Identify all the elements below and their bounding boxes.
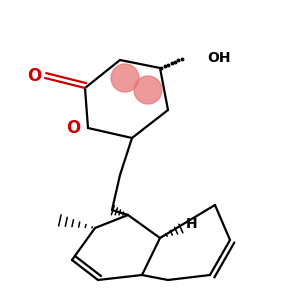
Text: OH: OH — [207, 51, 230, 65]
Text: O: O — [27, 67, 41, 85]
Circle shape — [134, 76, 162, 104]
Text: H: H — [186, 217, 198, 231]
Text: O: O — [66, 119, 80, 137]
Circle shape — [111, 64, 139, 92]
